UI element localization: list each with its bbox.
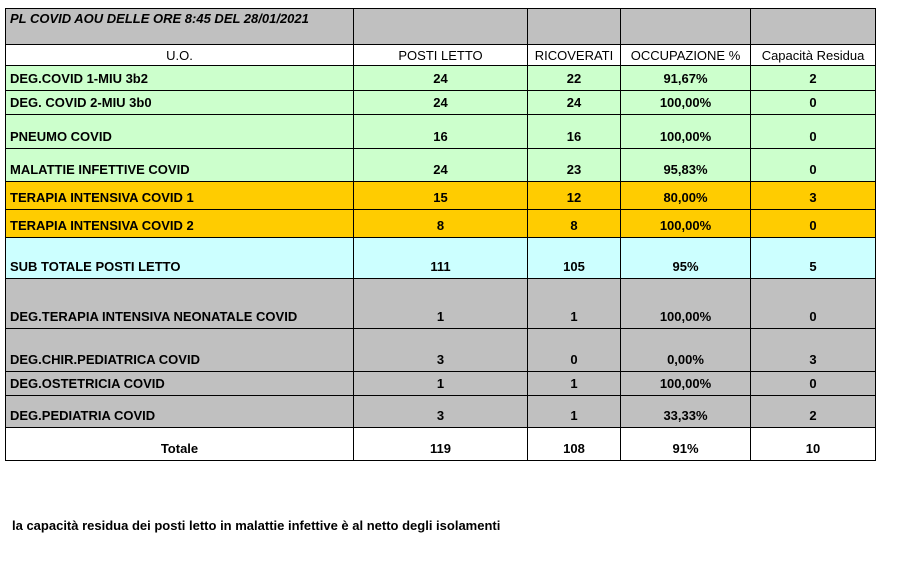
cell-occupazione: 91,67%	[620, 65, 751, 91]
cell-residua: 0	[750, 209, 876, 238]
total-residua: 10	[750, 427, 876, 461]
cell-posti: 15	[353, 181, 528, 210]
table-row: DEG.TERAPIA INTENSIVA NEONATALE COVID 1 1 1…	[5, 278, 876, 329]
table-row: TERAPIA INTENSIVA COVID 1 15 12 80,00% 3	[5, 181, 876, 210]
cell-name: DEG.CHIR.PEDIATRICA COVID	[5, 328, 354, 372]
cell-name: TERAPIA INTENSIVA COVID 2	[5, 209, 354, 238]
cell-ricoverati: 1	[527, 278, 621, 329]
cell-occupazione: 95,83%	[620, 148, 751, 182]
cell-posti: 1	[353, 371, 528, 396]
cell-ricoverati: 22	[527, 65, 621, 91]
cell-residua: 3	[750, 181, 876, 210]
cell-occupazione: 33,33%	[620, 395, 751, 428]
table-row: DEG. COVID 2-MIU 3b0 24 24 100,00% 0	[5, 90, 876, 115]
cell-residua: 2	[750, 395, 876, 428]
cell-name: DEG.TERAPIA INTENSIVA NEONATALE COVID	[5, 278, 354, 329]
cell-posti: 111	[353, 237, 528, 279]
report-title: PL COVID AOU DELLE ORE 8:45 DEL 28/01/20…	[5, 8, 354, 45]
cell-occupazione: 0,00%	[620, 328, 751, 372]
cell-name: DEG. COVID 2-MIU 3b0	[5, 90, 354, 115]
cell-posti: 3	[353, 328, 528, 372]
cell-name: TERAPIA INTENSIVA COVID 1	[5, 181, 354, 210]
cell-residua: 0	[750, 90, 876, 115]
cell-residua: 2	[750, 65, 876, 91]
covid-beds-table: PL COVID AOU DELLE ORE 8:45 DEL 28/01/20…	[5, 8, 876, 461]
cell-name: DEG.PEDIATRIA COVID	[5, 395, 354, 428]
table-row: TERAPIA INTENSIVA COVID 2 8 8 100,00% 0	[5, 209, 876, 238]
table-row: DEG.PEDIATRIA COVID 3 1 33,33% 2	[5, 395, 876, 428]
cell-ricoverati: 8	[527, 209, 621, 238]
cell-name: SUB TOTALE POSTI LETTO	[5, 237, 354, 279]
table-row: PNEUMO COVID 16 16 100,00% 0	[5, 114, 876, 149]
cell-occupazione: 100,00%	[620, 209, 751, 238]
title-row: PL COVID AOU DELLE ORE 8:45 DEL 28/01/20…	[5, 8, 876, 45]
header-posti-letto: POSTI LETTO	[353, 44, 528, 66]
header-ricoverati: RICOVERATI	[527, 44, 621, 66]
cell-posti: 24	[353, 90, 528, 115]
cell-residua: 5	[750, 237, 876, 279]
total-row: Totale 119 108 91% 10	[5, 427, 876, 461]
total-posti: 119	[353, 427, 528, 461]
total-occupazione: 91%	[620, 427, 751, 461]
cell-occupazione: 100,00%	[620, 90, 751, 115]
table-row: DEG.CHIR.PEDIATRICA COVID 3 0 0,00% 3	[5, 328, 876, 372]
footnote: la capacità residua dei posti letto in m…	[12, 518, 501, 533]
cell-posti: 16	[353, 114, 528, 149]
cell-occupazione: 80,00%	[620, 181, 751, 210]
header-row: U.O. POSTI LETTO RICOVERATI OCCUPAZIONE …	[5, 44, 876, 66]
header-occupazione: OCCUPAZIONE %	[620, 44, 751, 66]
cell-ricoverati: 12	[527, 181, 621, 210]
cell-ricoverati: 23	[527, 148, 621, 182]
cell-ricoverati: 1	[527, 395, 621, 428]
cell-occupazione: 95%	[620, 237, 751, 279]
table-row: SUB TOTALE POSTI LETTO 111 105 95% 5	[5, 237, 876, 279]
cell-ricoverati: 24	[527, 90, 621, 115]
table-row: DEG.COVID 1-MIU 3b2 24 22 91,67% 2	[5, 65, 876, 91]
cell-posti: 24	[353, 148, 528, 182]
cell-occupazione: 100,00%	[620, 371, 751, 396]
cell-ricoverati: 1	[527, 371, 621, 396]
total-name: Totale	[5, 427, 354, 461]
cell-posti: 1	[353, 278, 528, 329]
total-ricoverati: 108	[527, 427, 621, 461]
cell-occupazione: 100,00%	[620, 278, 751, 329]
cell-posti: 3	[353, 395, 528, 428]
cell-residua: 0	[750, 114, 876, 149]
header-capacita-residua: Capacità Residua	[750, 44, 876, 66]
cell-name: MALATTIE INFETTIVE COVID	[5, 148, 354, 182]
header-uo: U.O.	[5, 44, 354, 66]
cell-ricoverati: 105	[527, 237, 621, 279]
cell-name: DEG.OSTETRICIA COVID	[5, 371, 354, 396]
table-row: MALATTIE INFETTIVE COVID 24 23 95,83% 0	[5, 148, 876, 182]
cell-ricoverati: 0	[527, 328, 621, 372]
cell-name: DEG.COVID 1-MIU 3b2	[5, 65, 354, 91]
cell-occupazione: 100,00%	[620, 114, 751, 149]
cell-residua: 0	[750, 148, 876, 182]
cell-posti: 24	[353, 65, 528, 91]
table-row: DEG.OSTETRICIA COVID 1 1 100,00% 0	[5, 371, 876, 396]
cell-residua: 0	[750, 278, 876, 329]
cell-posti: 8	[353, 209, 528, 238]
cell-ricoverati: 16	[527, 114, 621, 149]
cell-residua: 3	[750, 328, 876, 372]
cell-residua: 0	[750, 371, 876, 396]
cell-name: PNEUMO COVID	[5, 114, 354, 149]
